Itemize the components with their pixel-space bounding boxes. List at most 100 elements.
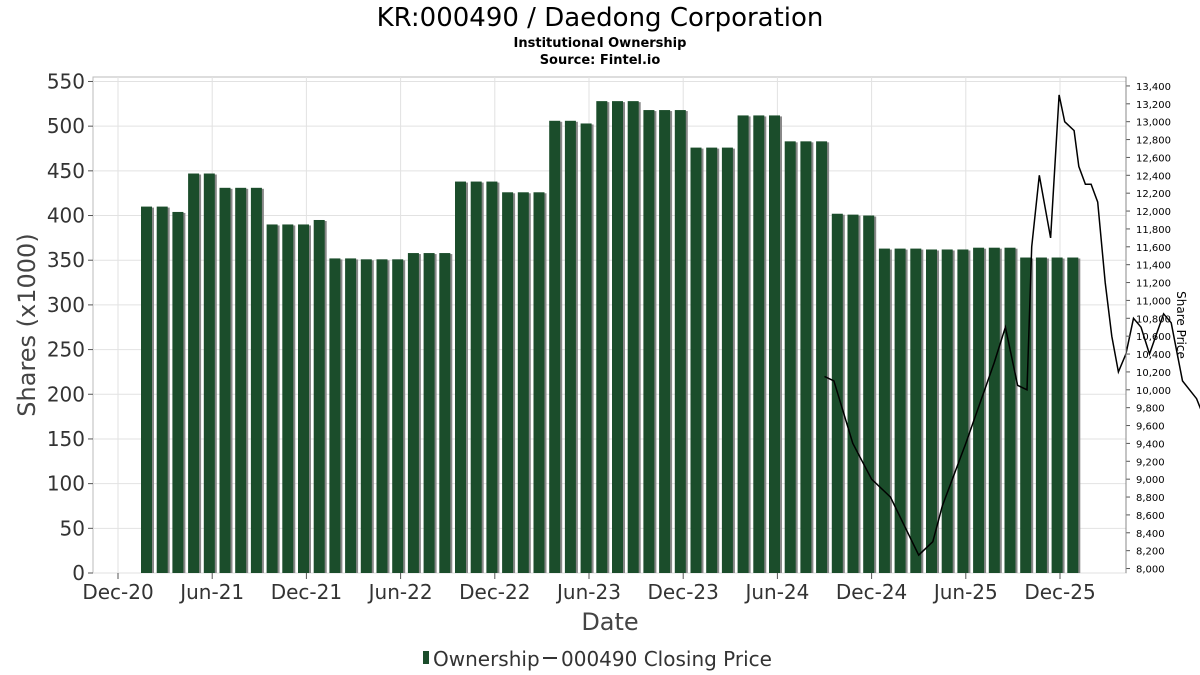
y2-tick-label: 8,400	[1136, 529, 1165, 540]
y2-tick-label: 9,200	[1136, 457, 1165, 468]
y2-tick-label: 10,200	[1136, 368, 1171, 379]
ownership-bar	[910, 248, 922, 574]
y-tick-label: 150	[47, 427, 85, 451]
ownership-bar	[376, 259, 388, 573]
ownership-bar	[345, 258, 357, 573]
legend-ownership-label: Ownership	[433, 647, 540, 671]
ownership-bar	[753, 115, 765, 573]
y2-tick-label: 9,600	[1136, 422, 1165, 433]
ownership-bar	[690, 147, 702, 573]
y2-tick-label: 8,800	[1136, 493, 1165, 504]
ownership-bar	[1067, 257, 1079, 573]
y2-tick-label: 12,400	[1136, 171, 1171, 182]
ownership-bar	[847, 214, 859, 573]
ownership-bar	[235, 187, 247, 573]
ownership-bar	[988, 247, 1000, 573]
ownership-bar	[455, 181, 466, 573]
ownership-bar	[156, 206, 168, 574]
y2-tick-label: 8,000	[1136, 565, 1165, 576]
x-tick-label: Jun-21	[178, 580, 244, 604]
ownership-bar	[863, 215, 875, 573]
y2-tick-label: 10,800	[1136, 314, 1171, 325]
ownership-bar	[172, 211, 184, 573]
y2-tick-label: 12,200	[1136, 189, 1171, 200]
ownership-bar	[564, 120, 576, 574]
y2-tick-label: 13,400	[1136, 82, 1171, 93]
ownership-bar	[878, 248, 890, 574]
y2-tick-label: 11,600	[1136, 243, 1171, 254]
x-tick-label: Jun-23	[555, 580, 621, 604]
ownership-bar	[423, 253, 435, 573]
y-tick-label: 300	[47, 293, 85, 317]
y-tick-label: 550	[47, 69, 85, 93]
y-axis-ticks: 0 50 100 150 200 250 300 350 400 450 500 550	[47, 69, 93, 585]
ownership-bar	[502, 192, 514, 573]
x-tick-label: Jun-25	[932, 580, 998, 604]
ownership-bar	[800, 141, 812, 573]
chart-subtitle: Institutional Ownership	[514, 36, 687, 51]
y2-tick-label: 12,600	[1136, 153, 1171, 164]
ownership-bar	[282, 224, 294, 573]
y2-tick-label: 10,000	[1136, 386, 1171, 397]
x-tick-label: Dec-24	[836, 580, 907, 604]
ownership-bar	[407, 253, 419, 573]
y2-tick-label: 8,600	[1136, 511, 1165, 522]
y-tick-label: 250	[47, 338, 85, 362]
ownership-bar	[266, 224, 278, 573]
ownership-bar	[470, 181, 482, 573]
x-axis-label: Date	[581, 608, 638, 636]
legend-price-label: 000490 Closing Price	[561, 647, 772, 671]
ownership-bar	[627, 101, 639, 573]
legend: Ownership 000490 Closing Price	[423, 647, 772, 671]
ownership-bar	[219, 187, 231, 573]
y-tick-label: 350	[47, 248, 85, 272]
y-tick-label: 50	[60, 516, 85, 540]
y2-tick-label: 10,600	[1136, 332, 1171, 343]
ownership-bar	[941, 249, 953, 573]
y2-tick-label: 11,800	[1136, 225, 1171, 236]
ownership-bar	[957, 249, 969, 573]
y2-tick-label: 9,000	[1136, 475, 1165, 486]
y-tick-label: 100	[47, 472, 85, 496]
x-axis-ticks: Dec-20 Jun-21 Dec-21 Jun-22 Dec-22 Jun-23 Dec-…	[82, 573, 1096, 604]
x-tick-label: Dec-22	[459, 580, 530, 604]
y2-tick-label: 11,400	[1136, 261, 1171, 272]
ownership-bar	[1020, 257, 1032, 573]
ownership-bar	[580, 123, 592, 573]
x-tick-label: Jun-22	[367, 580, 433, 604]
y2-tick-label: 9,400	[1136, 439, 1165, 450]
ownership-bar	[486, 181, 498, 573]
ownership-bar	[894, 248, 906, 574]
ownership-bar	[298, 224, 309, 573]
ownership-bar	[329, 258, 341, 573]
legend-ownership-swatch	[423, 651, 429, 664]
ownership-bar	[706, 147, 718, 573]
y-tick-label: 500	[47, 114, 85, 138]
y-tick-label: 0	[72, 561, 85, 585]
ownership-bar	[926, 249, 937, 573]
x-tick-label: Dec-25	[1024, 580, 1095, 604]
y2-tick-label: 13,200	[1136, 100, 1171, 111]
ownership-bar	[313, 219, 325, 573]
chart-source: Source: Fintel.io	[540, 53, 661, 68]
y2-tick-label: 10,400	[1136, 350, 1171, 361]
ownership-bar	[392, 259, 404, 573]
ownership-bar	[549, 120, 561, 574]
price-line	[824, 94, 1200, 557]
chart-title: KR:000490 / Daedong Corporation	[377, 3, 824, 33]
ownership-bar	[188, 173, 200, 573]
y-tick-label: 450	[47, 159, 85, 183]
x-tick-label: Jun-24	[743, 580, 809, 604]
y-tick-label: 200	[47, 382, 85, 406]
y2-tick-label: 11,000	[1136, 296, 1171, 307]
ownership-bar	[659, 110, 671, 574]
y2-tick-label: 12,000	[1136, 207, 1171, 218]
y2-axis-label: Share Price	[1174, 291, 1188, 359]
ownership-bar	[816, 141, 828, 573]
y2-tick-label: 11,200	[1136, 279, 1171, 290]
ownership-bar	[674, 110, 686, 574]
price-polyline	[824, 94, 1200, 557]
x-tick-label: Dec-21	[271, 580, 342, 604]
ownership-bar	[203, 173, 215, 573]
